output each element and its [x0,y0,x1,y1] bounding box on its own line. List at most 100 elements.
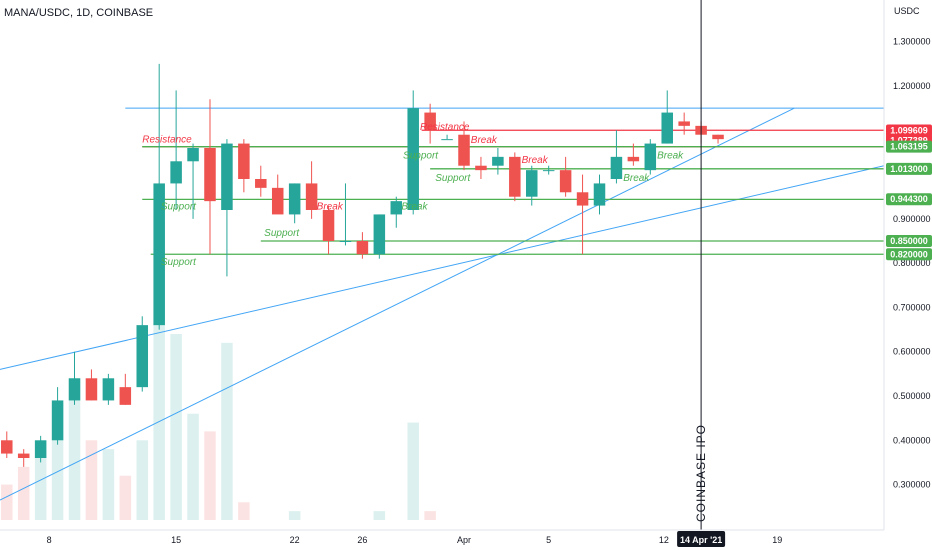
price-level-label: 1.013000 [890,164,928,174]
candle-body [238,143,250,179]
volume-bar [170,334,182,520]
price-level-flag [886,235,932,247]
candle-body [373,214,386,255]
x-tick-label: 15 [171,535,181,545]
candle-body [1,440,13,454]
candle-body [424,112,436,131]
y-tick-label: 0.400000 [893,435,931,445]
candle-body [17,453,30,458]
support-annotation: Support [403,151,439,162]
candle-body [187,148,199,162]
volume-bar [407,422,419,520]
y-tick-labels: 1.300000 1.200000 0.900000 0.800000 0.700000… [893,37,931,490]
candle-body [593,183,606,206]
candle-body [136,325,149,388]
price-level-label: 0.850000 [890,236,928,246]
support-annotation: Support [435,173,471,184]
trendline [0,107,795,501]
volume-bar [373,511,386,520]
price-level-label: 1.077389 [890,135,928,145]
volume-bar [68,378,81,520]
volume-bar [34,453,47,520]
candle-body [153,183,165,326]
candle-body [475,165,487,171]
resistance-annotation: Break [471,135,498,146]
volume-bar [85,440,98,520]
candle-body [305,183,318,210]
y-tick-label: 0.500000 [893,391,931,401]
x-tick-label: 26 [357,535,367,545]
candle-body [102,378,115,401]
volume-bar [187,413,199,520]
candle-body [576,192,589,206]
candle-body [221,143,233,210]
volume-bar [136,440,149,520]
support-annotation: Break [401,202,428,213]
volume-bar [221,342,233,520]
y-tick-label: 0.600000 [893,347,931,357]
volume-bar [1,484,13,520]
candle-body [492,156,504,166]
volume-bar [238,502,250,520]
resistance-annotation: Resistance [142,134,192,145]
support-annotation: Break [623,173,650,184]
resistance-annotation: Break [522,155,549,166]
price-level-flag [886,124,932,137]
x-tick-label: 22 [290,535,300,545]
resistance-annotation: Break [317,202,344,213]
volume-bar [119,475,132,520]
price-level-label: 1.063195 [890,142,928,152]
support-annotation: Support [264,228,300,239]
current-date-flag [677,531,726,547]
chart-title: MANA/USDC, 1D, COINBASE [4,7,153,19]
candle-body [390,201,403,215]
candle-body [356,241,369,255]
candle-body [509,156,521,197]
candle-body [271,187,284,215]
currency-label: USDC [894,6,920,16]
candle-body [542,170,555,172]
x-tick-label: 19 [772,535,782,545]
support-annotation: Break [657,151,684,162]
resistance-annotation: Resistance [420,122,470,133]
candle-body [85,378,98,401]
candle-body [661,112,673,144]
volume-bar [51,404,64,520]
y-tick-label: 0.800000 [893,258,931,268]
y-tick-label: 0.700000 [893,302,931,312]
volume-bar [17,466,30,520]
candle-body [288,183,301,215]
volume-bar [204,431,216,520]
volume-bar [288,511,301,520]
price-level-flag [886,162,932,175]
candle-body [322,210,335,241]
price-level-flag [886,193,932,206]
y-tick-label: 1.300000 [893,37,931,47]
volume-bar [153,218,165,520]
candles[interactable] [1,63,724,467]
price-level-flag [886,248,932,261]
x-tick-labels: 8 15 22 26 Apr 5 12 19 [47,535,783,545]
candle-body [441,139,453,141]
x-tick-label: 8 [47,535,52,545]
candle-body [627,156,640,162]
candle-body [34,440,47,458]
ipo-label: COINBASE IPO [694,424,708,522]
candle-body [170,161,182,184]
candle-body [610,156,623,179]
candle-body [407,108,419,210]
candle-body [644,143,657,171]
candle-body [559,170,572,193]
volume-bars [1,218,436,520]
candle-body [525,170,538,197]
support-annotation: Support [161,202,197,213]
y-tick-label: 0.300000 [893,480,931,490]
candle-body [712,134,724,140]
candle-body [458,134,470,166]
candle-body [678,121,690,126]
price-level-label: 1.099609 [890,125,928,135]
x-tick-label: 12 [659,535,669,545]
volume-bar [424,511,436,520]
y-tick-label: 1.200000 [893,81,931,91]
